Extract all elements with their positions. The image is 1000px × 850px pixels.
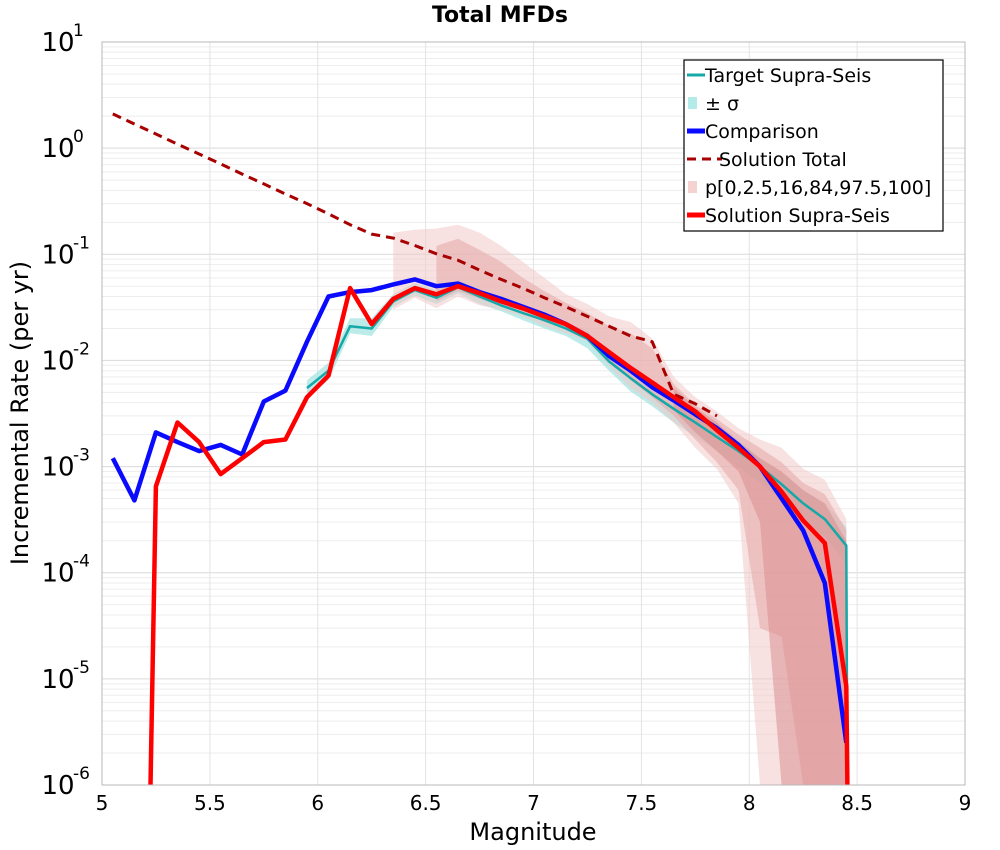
x-tick-label: 7 bbox=[527, 791, 540, 815]
legend-swatch bbox=[688, 181, 697, 193]
y-tick-exponent: -4 bbox=[73, 552, 90, 572]
y-tick-label: 10 bbox=[41, 559, 74, 589]
plot-frame bbox=[101, 41, 966, 786]
y-tick-label: 10 bbox=[41, 771, 74, 801]
legend: Target Supra-Seis ± σ Comparison Solution T… bbox=[683, 59, 944, 232]
x-axis-label: Magnitude bbox=[469, 818, 596, 846]
y-tick-exponent: -6 bbox=[73, 764, 90, 784]
y-tick-exponent: -2 bbox=[73, 339, 90, 359]
legend-label: Comparison bbox=[705, 121, 819, 143]
y-tick-exponent: 1 bbox=[73, 21, 84, 41]
legend-label: ± σ bbox=[705, 93, 739, 115]
y-tick-exponent: -1 bbox=[73, 233, 90, 253]
legend-box bbox=[683, 59, 944, 232]
x-tick-label: 8.5 bbox=[841, 791, 873, 815]
x-tick-label: 7.5 bbox=[625, 791, 657, 815]
y-tick-label: 10 bbox=[41, 665, 74, 695]
y-tick-label: 10 bbox=[41, 240, 74, 270]
x-tick-label: 8 bbox=[743, 791, 756, 815]
series-line-2 bbox=[110, 277, 849, 744]
x-tick-label: 5.5 bbox=[194, 791, 226, 815]
legend-label: Solution Total bbox=[719, 149, 847, 171]
legend-label: Solution Supra-Seis bbox=[705, 205, 890, 227]
series-lines bbox=[110, 112, 850, 785]
series-line-0 bbox=[112, 112, 718, 418]
y-tick-label: 10 bbox=[41, 28, 74, 58]
y-tick-exponent: -3 bbox=[73, 446, 90, 466]
x-tick-label: 9 bbox=[959, 791, 972, 815]
x-tick-label: 6.5 bbox=[410, 791, 442, 815]
y-tick-exponent: 0 bbox=[73, 127, 84, 147]
x-tick-label: 6 bbox=[311, 791, 324, 815]
band-3 bbox=[673, 388, 847, 785]
legend-label: Target Supra-Seis bbox=[704, 65, 871, 87]
chart-title: Total MFDs bbox=[432, 3, 568, 28]
legend-swatch bbox=[688, 97, 697, 109]
y-tick-label: 10 bbox=[41, 346, 74, 376]
x-axis-ticks: 5 5.5 6 6.5 7 7.5 8 8.5 9 bbox=[96, 791, 972, 815]
y-tick-label: 10 bbox=[41, 453, 74, 483]
x-tick-label: 5 bbox=[96, 791, 109, 815]
y-axis-label: Incremental Rate (per yr) bbox=[6, 261, 34, 565]
y-tick-label: 10 bbox=[41, 134, 74, 164]
legend-label: p[0,2.5,16,84,97.5,100] bbox=[705, 177, 931, 199]
series-line-3 bbox=[148, 283, 850, 785]
y-tick-exponent: -5 bbox=[73, 658, 90, 678]
